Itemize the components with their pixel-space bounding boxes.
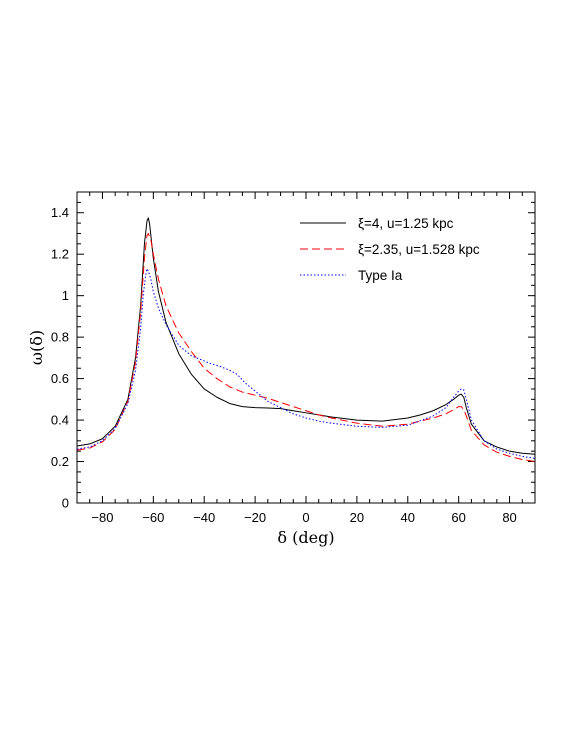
plot-frame [76, 191, 536, 504]
y-tick-label: 1.4 [51, 205, 69, 220]
series-line-3 [76, 268, 536, 459]
series-lines [76, 217, 536, 463]
legend: ξ=4, u=1.25 kpc ξ=2.35, u=1.528 kpc Type I… [300, 216, 480, 283]
x-tick-label: −60 [142, 510, 164, 525]
x-tick-label: −40 [193, 510, 215, 525]
x-tick-label: 0 [302, 510, 309, 525]
y-tick-label: 0.4 [51, 413, 69, 428]
y-tick-label: 0.8 [51, 330, 69, 345]
x-tick-label: 20 [350, 510, 364, 525]
series-line-2 [76, 232, 536, 463]
x-tick-label: −20 [244, 510, 266, 525]
y-tick-label: 1 [62, 288, 69, 303]
axis-ticks [76, 191, 536, 504]
y-tick-label: 0.6 [51, 371, 69, 386]
y-tick-label: 0.2 [51, 454, 69, 469]
legend-label-2: ξ=2.35, u=1.528 kpc [358, 242, 480, 257]
x-tick-label: 60 [451, 510, 465, 525]
y-axis-label: ω(δ) [27, 330, 46, 365]
y-tick-label: 1.2 [51, 247, 69, 262]
y-tick-labels: 0 0.2 0.4 0.6 0.8 1 1.2 1.4 [51, 205, 69, 510]
x-tick-label: 40 [401, 510, 415, 525]
x-tick-label: 80 [502, 510, 516, 525]
series-line-1 [76, 217, 536, 455]
legend-label-3: Type Ia [358, 268, 403, 283]
legend-label-1: ξ=4, u=1.25 kpc [358, 216, 454, 231]
y-tick-label: 0 [62, 496, 69, 511]
x-tick-labels: −80 −60 −40 −20 0 20 40 60 80 [91, 510, 516, 525]
x-axis-label: δ (deg) [277, 528, 334, 547]
x-tick-label: −80 [91, 510, 113, 525]
